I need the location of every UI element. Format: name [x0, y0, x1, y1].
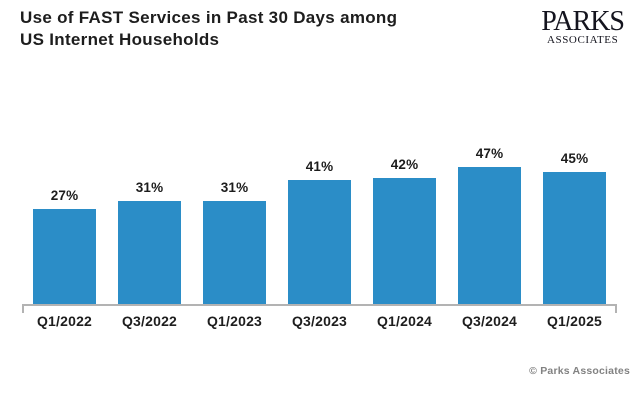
copyright-notice: © Parks Associates	[529, 365, 630, 377]
chart-title: Use of FAST Services in Past 30 Days amo…	[20, 7, 480, 51]
bar-group: 31%	[192, 145, 277, 305]
bar-value-label: 42%	[390, 156, 419, 172]
bar-value-label: 45%	[560, 150, 589, 166]
bar	[458, 167, 521, 305]
bar-value-label: 27%	[50, 188, 79, 204]
bar	[203, 200, 266, 305]
chart-title-line2: US Internet Households	[20, 30, 220, 49]
x-axis-end-tick-left	[22, 304, 24, 313]
x-axis-tick-label: Q1/2024	[376, 313, 433, 329]
bar-group: 27%	[22, 145, 107, 305]
chart-title-line1: Use of FAST Services in Past 30 Days amo…	[20, 8, 398, 27]
parks-associates-logo: PARKS ASSOCIATES	[541, 6, 625, 46]
bar-value-label: 47%	[475, 146, 504, 162]
logo-wordmark: PARKS	[541, 6, 625, 37]
x-axis-line	[22, 304, 617, 306]
bar	[288, 179, 351, 305]
bar	[373, 177, 436, 305]
bar	[33, 209, 96, 305]
bar-value-label: 31%	[135, 179, 164, 195]
x-axis-labels: Q1/2022 Q3/2022 Q1/2023 Q3/2023 Q1/2024 …	[22, 313, 617, 329]
logo-subtext: ASSOCIATES	[546, 34, 619, 46]
bar-value-label: 41%	[305, 158, 334, 174]
x-axis-tick-label: Q3/2023	[291, 313, 348, 329]
bar-chart-plot-area: 27% 31% 31% 41% 42% 47% 45%	[22, 145, 617, 305]
bar-group: 42%	[362, 145, 447, 305]
x-axis-tick-label: Q1/2025	[546, 313, 603, 329]
x-axis-tick-label: Q1/2023	[206, 313, 263, 329]
bar	[543, 171, 606, 305]
bar-group: 47%	[447, 145, 532, 305]
bar	[118, 200, 181, 305]
bar-group: 31%	[107, 145, 192, 305]
x-axis-tick-label: Q3/2022	[121, 313, 178, 329]
bar-value-label: 31%	[220, 179, 249, 195]
x-axis-tick-label: Q3/2024	[461, 313, 518, 329]
bar-group: 41%	[277, 145, 362, 305]
x-axis-end-tick-right	[615, 304, 617, 313]
x-axis-tick-label: Q1/2022	[36, 313, 93, 329]
bar-group: 45%	[532, 145, 617, 305]
